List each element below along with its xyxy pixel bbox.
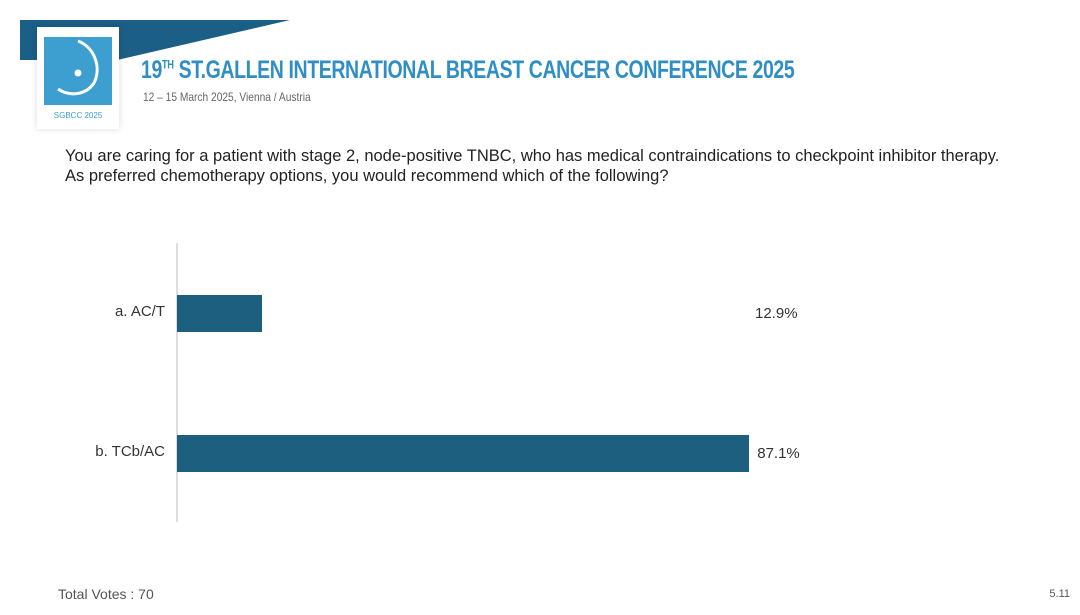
- title-number: 19: [141, 56, 162, 84]
- category-label: a. AC/T: [114, 303, 165, 320]
- value-label: 12.9%: [755, 305, 798, 322]
- bar-1: [177, 435, 750, 472]
- chart-axis: [176, 243, 178, 522]
- total-votes: Total Votes : 70: [58, 586, 154, 602]
- conference-logo: SGBCC 2025: [37, 27, 119, 129]
- conference-subtitle: 12 – 15 March 2025, Vienna / Austria: [143, 90, 311, 104]
- value-label: 87.1%: [757, 445, 800, 462]
- title-text: ST.GALLEN INTERNATIONAL BREAST CANCER CO…: [173, 56, 795, 84]
- title-sup: TH: [161, 57, 174, 72]
- bar-0: [177, 295, 262, 332]
- category-label: b. TCb/AC: [95, 443, 165, 460]
- logo-text: SGBCC 2025: [53, 111, 103, 120]
- page-number: 5.11: [1049, 588, 1070, 600]
- logo-mark-icon: [44, 37, 112, 105]
- poll-question: You are caring for a patient with stage …: [65, 147, 1000, 185]
- conference-title: 19TH ST.GALLEN INTERNATIONAL BREAST CANC…: [141, 56, 795, 85]
